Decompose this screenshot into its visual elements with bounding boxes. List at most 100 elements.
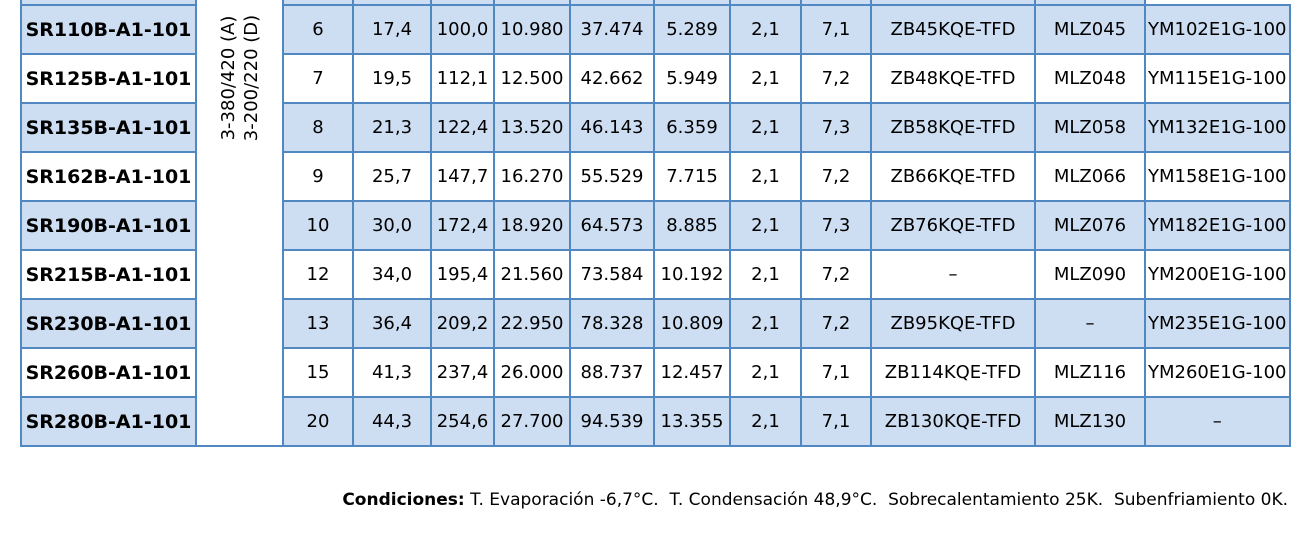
value-cell: 9 bbox=[282, 151, 354, 202]
value-cell: 55.529 bbox=[569, 151, 655, 202]
value-cell: 34,0 bbox=[352, 249, 432, 300]
value-cell: 12 bbox=[282, 249, 354, 300]
table-row: SR280B-A1-101 20 44,3 254,6 27.700 94.53… bbox=[20, 396, 1291, 447]
compressor-cell: MLZ116 bbox=[1034, 347, 1146, 398]
compressor-cell: MLZ048 bbox=[1034, 53, 1146, 104]
model-cell: SR215B-A1-101 bbox=[20, 249, 197, 300]
value-cell: 7,2 bbox=[800, 53, 872, 104]
conditions-text: T. Evaporación -6,7°C. T. Condensación 4… bbox=[464, 490, 1288, 510]
compressor-cell: ZB45KQE-TFD bbox=[870, 4, 1036, 55]
compressor-cell: ZB114KQE-TFD bbox=[870, 347, 1036, 398]
cutoff-cell bbox=[870, 0, 1036, 6]
value-cell: 7,3 bbox=[800, 200, 872, 251]
value-cell: 17,4 bbox=[352, 4, 432, 55]
value-cell: 19,5 bbox=[352, 53, 432, 104]
value-cell: 8.885 bbox=[653, 200, 731, 251]
value-cell: 2,1 bbox=[729, 249, 802, 300]
compressor-cell: YM260E1G-100 bbox=[1144, 347, 1291, 398]
value-cell: 7.715 bbox=[653, 151, 731, 202]
value-cell: 10.809 bbox=[653, 298, 731, 349]
value-cell: 2,1 bbox=[729, 53, 802, 104]
value-cell: 44,3 bbox=[352, 396, 432, 447]
value-cell: 15 bbox=[282, 347, 354, 398]
value-cell: 7,2 bbox=[800, 151, 872, 202]
cutoff-cell bbox=[352, 0, 432, 6]
cutoff-cell bbox=[20, 0, 197, 6]
compressor-cell: ZB130KQE-TFD bbox=[870, 396, 1036, 447]
compressor-cell: MLZ130 bbox=[1034, 396, 1146, 447]
value-cell: 13 bbox=[282, 298, 354, 349]
cutoff-cell bbox=[653, 0, 731, 6]
value-cell: 7 bbox=[282, 53, 354, 104]
model-cell: SR162B-A1-101 bbox=[20, 151, 197, 202]
value-cell: 64.573 bbox=[569, 200, 655, 251]
value-cell: 73.584 bbox=[569, 249, 655, 300]
value-cell: 209,2 bbox=[430, 298, 495, 349]
compressor-cell: ZB48KQE-TFD bbox=[870, 53, 1036, 104]
compressor-cell: MLZ058 bbox=[1034, 102, 1146, 153]
value-cell: 2,1 bbox=[729, 4, 802, 55]
model-cell: SR125B-A1-101 bbox=[20, 53, 197, 104]
value-cell: 195,4 bbox=[430, 249, 495, 300]
value-cell: 25,7 bbox=[352, 151, 432, 202]
value-cell: 7,2 bbox=[800, 298, 872, 349]
value-cell: 2,1 bbox=[729, 396, 802, 447]
compressor-cell: MLZ076 bbox=[1034, 200, 1146, 251]
value-cell: 37.474 bbox=[569, 4, 655, 55]
value-cell: 2,1 bbox=[729, 102, 802, 153]
value-cell: 254,6 bbox=[430, 396, 495, 447]
table-row: SR110B-A1-101 6 17,4 100,0 10.980 37.474… bbox=[20, 4, 1291, 55]
value-cell: 10.192 bbox=[653, 249, 731, 300]
value-cell: 8 bbox=[282, 102, 354, 153]
value-cell: 88.737 bbox=[569, 347, 655, 398]
compressor-cell: ZB66KQE-TFD bbox=[870, 151, 1036, 202]
model-cell: SR280B-A1-101 bbox=[20, 396, 197, 447]
value-cell: 112,1 bbox=[430, 53, 495, 104]
value-cell: 27.700 bbox=[493, 396, 571, 447]
cutoff-row: 3-380/420 (A) 3-200/220 (D) bbox=[20, 0, 1290, 447]
compressor-cell: YM158E1G-100 bbox=[1144, 151, 1291, 202]
value-cell: 7,1 bbox=[800, 396, 872, 447]
table-row: SR260B-A1-101 15 41,3 237,4 26.000 88.73… bbox=[20, 347, 1291, 398]
cutoff-cell bbox=[493, 0, 571, 6]
value-cell: 7,3 bbox=[800, 102, 872, 153]
value-cell: 2,1 bbox=[729, 347, 802, 398]
value-cell: 12.457 bbox=[653, 347, 731, 398]
value-cell: 22.950 bbox=[493, 298, 571, 349]
model-cell: SR260B-A1-101 bbox=[20, 347, 197, 398]
value-cell: 6.359 bbox=[653, 102, 731, 153]
compressor-cell: YM235E1G-100 bbox=[1144, 298, 1291, 349]
value-cell: 2,1 bbox=[729, 151, 802, 202]
voltage-rating: 3-380/420 (A) 3-200/220 (D) bbox=[217, 3, 263, 153]
voltage-line-1: 3-380/420 (A) bbox=[217, 15, 239, 141]
compressor-cell: YM132E1G-100 bbox=[1144, 102, 1291, 153]
compressor-cell: MLZ090 bbox=[1034, 249, 1146, 300]
compressor-cell: YM102E1G-100 bbox=[1144, 4, 1291, 55]
table-row: SR215B-A1-101 12 34,0 195,4 21.560 73.58… bbox=[20, 249, 1291, 300]
value-cell: 6 bbox=[282, 4, 354, 55]
value-cell: 36,4 bbox=[352, 298, 432, 349]
value-cell: 5.289 bbox=[653, 4, 731, 55]
compressor-cell: MLZ066 bbox=[1034, 151, 1146, 202]
compressor-cell: YM182E1G-100 bbox=[1144, 200, 1291, 251]
value-cell: 12.500 bbox=[493, 53, 571, 104]
spec-table: 3-380/420 (A) 3-200/220 (D) SR110B-A1-10… bbox=[20, 0, 1291, 447]
compressor-cell: MLZ045 bbox=[1034, 4, 1146, 55]
model-cell: SR230B-A1-101 bbox=[20, 298, 197, 349]
table-row: SR125B-A1-101 7 19,5 112,1 12.500 42.662… bbox=[20, 53, 1291, 104]
value-cell: 147,7 bbox=[430, 151, 495, 202]
compressor-cell: – bbox=[1034, 298, 1146, 349]
value-cell: 94.539 bbox=[569, 396, 655, 447]
value-cell: 122,4 bbox=[430, 102, 495, 153]
cutoff-cell bbox=[800, 0, 872, 6]
value-cell: 41,3 bbox=[352, 347, 432, 398]
cutoff-cell bbox=[430, 0, 495, 6]
value-cell: 21,3 bbox=[352, 102, 432, 153]
value-cell: 42.662 bbox=[569, 53, 655, 104]
model-cell: SR190B-A1-101 bbox=[20, 200, 197, 251]
voltage-line-2: 3-200/220 (D) bbox=[240, 14, 262, 142]
value-cell: 5.949 bbox=[653, 53, 731, 104]
cutoff-cell bbox=[282, 0, 354, 6]
value-cell: 7,1 bbox=[800, 347, 872, 398]
